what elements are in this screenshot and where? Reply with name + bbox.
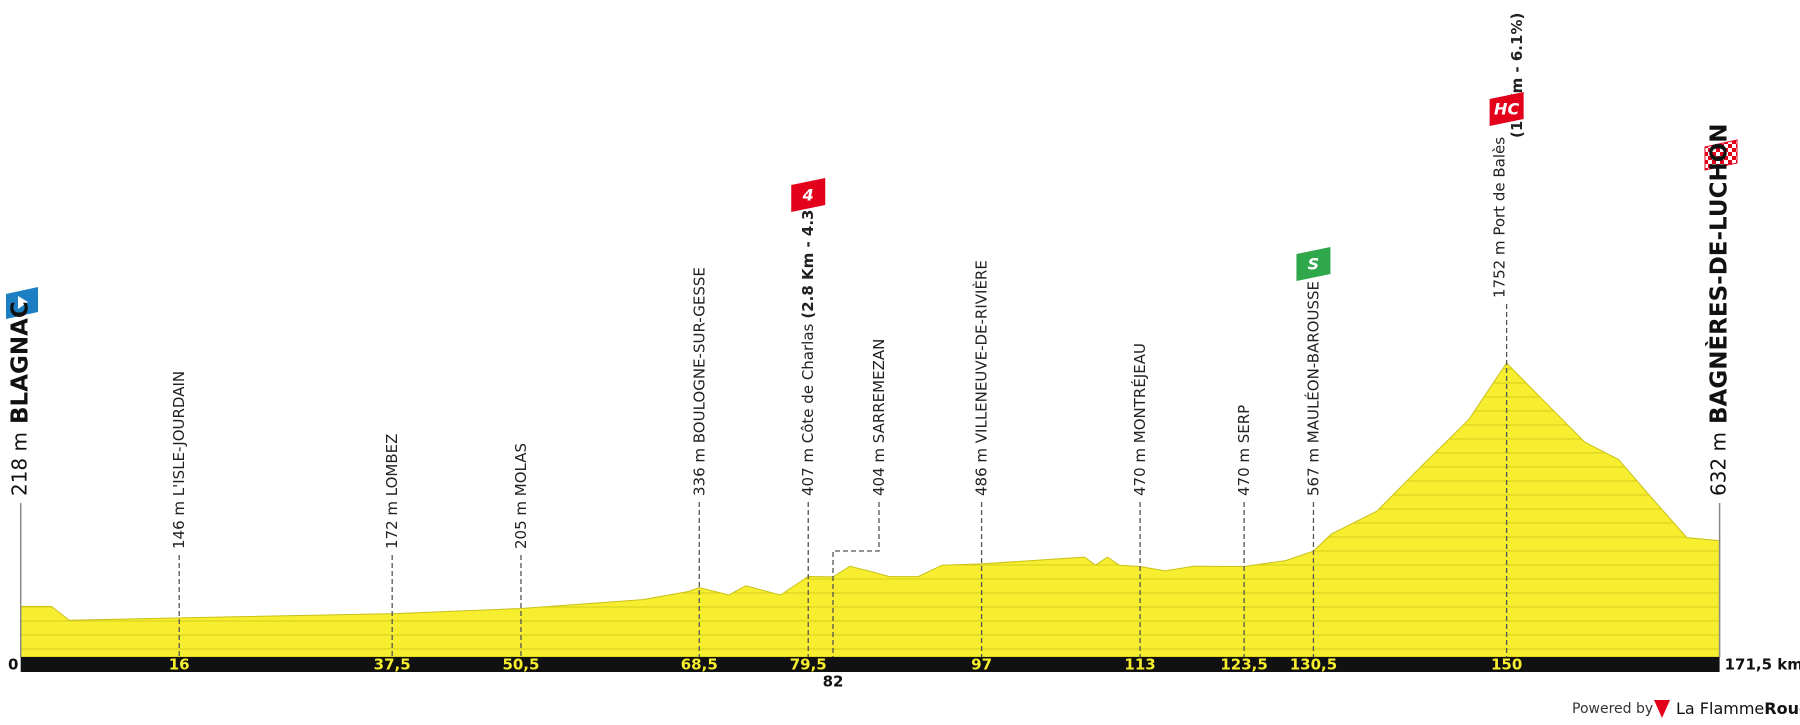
finish-label: 632 m BAGNÈRES-DE-LUCHON	[1704, 123, 1732, 496]
start-name: BLAGNAC	[7, 301, 33, 424]
waypoint-label: 1752 m Port de Balès	[1490, 137, 1508, 298]
climb-category: HC	[1494, 100, 1519, 119]
waypoint-name: 146 m L'ISLE-JOURDAIN	[170, 371, 188, 549]
waypoint-name: 1752 m Port de Balès	[1490, 137, 1508, 298]
x-tick-label: 0	[8, 656, 18, 674]
x-tick-label: 50,5	[502, 656, 539, 674]
waypoint-label: 146 m L'ISLE-JOURDAIN	[170, 371, 188, 549]
waypoint-name: 336 m BOULOGNE-SUR-GESSE	[690, 267, 708, 496]
waypoint-name: 404 m SARREMEZAN	[870, 339, 888, 496]
waypoint-line	[832, 502, 880, 657]
waypoint-name: 470 m MONTRÉJEAU	[1130, 343, 1149, 496]
x-tick-label: 16	[169, 656, 190, 674]
climb-category: 4	[802, 186, 814, 205]
brand-name-bold: Rouge	[1764, 699, 1800, 718]
x-tick-label: 150	[1491, 656, 1522, 674]
start-label: 218 m BLAGNAC	[7, 301, 33, 496]
x-tick-label: 79,5	[790, 656, 827, 674]
climb-badge	[1296, 247, 1331, 281]
x-tick-label: 123,5	[1220, 656, 1267, 674]
start-flag-icon	[18, 296, 28, 309]
x-tick-label: 68,5	[681, 656, 718, 674]
x-tick-label: 97	[971, 656, 992, 674]
climb-badge	[791, 178, 826, 212]
climb-category: S	[1308, 255, 1320, 274]
finish-elevation: 632 m	[1706, 432, 1730, 496]
waypoint-name: 486 m VILLENEUVE-DE-RIVIÈRE	[971, 260, 990, 496]
waypoint-label: 486 m VILLENEUVE-DE-RIVIÈRE	[971, 260, 990, 496]
x-tick-label: 82	[823, 673, 844, 691]
start-elevation: 218 m	[7, 432, 31, 496]
waypoint-name: 407 m Côte de Charlas	[799, 323, 817, 496]
waypoint-name: 567 m MAULÉON-BAROUSSE	[1303, 281, 1322, 496]
x-tick-label: 130,5	[1290, 656, 1337, 674]
waypoint-label: 407 m Côte de Charlas (2.8 Km - 4.3%)	[799, 188, 817, 496]
waypoint-name: 205 m MOLAS	[511, 443, 529, 549]
waypoint-label: 172 m LOMBEZ	[383, 434, 401, 549]
finish-flag	[1704, 139, 1738, 171]
brand-name: La Flamme	[1676, 699, 1764, 718]
distance-bar	[20, 657, 1720, 672]
powered-by: Powered by	[1572, 701, 1653, 717]
brand: La FlammeRouge	[1676, 699, 1800, 718]
climb-note: (2.8 Km - 4.3%)	[799, 188, 817, 319]
waypoint-label: 567 m MAULÉON-BAROUSSE	[1303, 281, 1322, 496]
waypoint-label: 205 m MOLAS	[511, 443, 529, 549]
brand-logo	[1654, 700, 1670, 718]
waypoint-label: 470 m SERP	[1235, 405, 1253, 496]
waypoint-name: 172 m LOMBEZ	[383, 434, 401, 549]
waypoint-label: 470 m MONTRÉJEAU	[1130, 343, 1149, 496]
climb-badge	[1489, 92, 1524, 126]
waypoint-label: 404 m SARREMEZAN	[870, 339, 888, 496]
elevation-area	[20, 362, 1721, 658]
waypoint-label: 336 m BOULOGNE-SUR-GESSE	[690, 267, 708, 496]
x-tick-label: 171,5 km	[1725, 656, 1800, 674]
waypoint-name: 470 m SERP	[1235, 405, 1253, 496]
x-tick-label: 37,5	[374, 656, 411, 674]
finish-name: BAGNÈRES-DE-LUCHON	[1704, 123, 1732, 424]
x-tick-label: 113	[1124, 656, 1155, 674]
